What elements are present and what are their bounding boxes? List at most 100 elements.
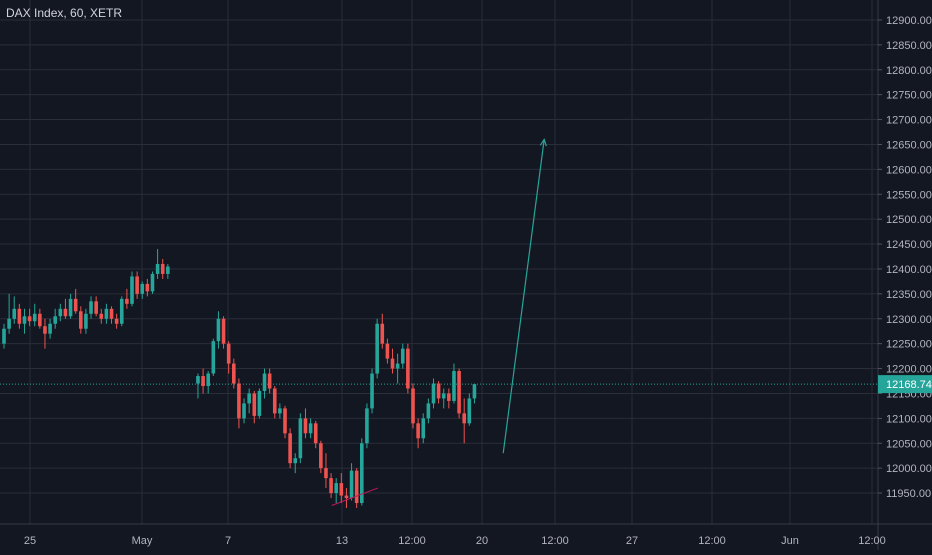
candle [53,308,57,329]
y-tick-label: 12600.00 [886,164,932,176]
candle [125,288,129,309]
candle [313,420,318,449]
x-tick-label: 20 [476,535,488,547]
candle [421,413,426,444]
x-tick-label: 25 [24,535,36,547]
trend-line [331,487,378,506]
candle-body [114,318,119,324]
candle-body [237,383,241,419]
candle [262,368,267,399]
x-tick-label: 12:00 [398,535,426,547]
candle [17,303,22,329]
candle [303,408,308,439]
candle-body [462,413,466,424]
candle [390,348,395,374]
arrow-head [539,138,547,147]
candle-body [22,316,27,324]
candle [104,303,109,324]
candle-body [298,418,303,459]
candle-body [242,403,246,419]
candle [89,296,93,319]
candle [452,363,456,404]
candle [58,303,63,322]
candle [370,368,374,414]
candle-body [145,283,150,292]
candle-body [79,311,83,329]
x-tick-label: 7 [225,535,231,547]
candle [278,403,282,419]
y-tick-label: 12850.00 [886,40,932,52]
candle [257,388,262,419]
candle [196,373,200,399]
candle [145,278,150,297]
candle-body [84,313,88,329]
y-tick-label: 12300.00 [886,314,932,326]
x-tick-label: 27 [626,535,638,547]
candle [63,298,68,319]
y-tick-label: 12800.00 [886,65,932,77]
candle-body [365,408,369,444]
candle [406,343,410,394]
candle [365,403,369,449]
candle-body [267,373,272,389]
y-tick-label: 12250.00 [886,339,932,351]
candle [395,353,400,384]
candle-body [32,313,37,322]
candle [385,338,390,364]
candle [293,453,298,474]
candle [380,313,385,349]
candle-body [43,326,47,334]
candle [242,398,246,424]
candle [247,388,251,414]
candle-body [89,301,93,314]
candle [27,308,32,327]
candle-body [262,373,267,391]
candle [94,296,98,317]
candle-body [390,358,395,369]
y-tick-label: 12050.00 [886,438,932,450]
candle [109,306,114,324]
candle [436,381,441,404]
candle-body [431,383,436,404]
candle [354,468,359,508]
candle [221,316,226,349]
candle-body [375,323,379,374]
x-tick-label: 12:00 [858,535,886,547]
candle-body [247,393,251,404]
x-tick-label: Jun [781,535,799,547]
candle-body [48,323,52,334]
candle-body [457,371,461,414]
candle-body [196,376,200,384]
y-tick-label: 12650.00 [886,139,932,151]
candle-body [308,423,313,434]
candle-body [99,313,104,319]
candle-body [313,423,318,444]
candle-body [360,443,364,504]
candle-body [283,408,287,434]
candle-body [12,308,17,319]
candle [32,303,37,327]
candle-body [221,318,226,344]
candle [457,368,461,419]
candle-body [201,376,205,386]
candle-body [58,308,63,317]
candle [48,318,52,339]
candle [426,398,431,424]
candle [283,405,287,439]
candle-body [426,403,431,419]
candle-body [63,308,68,317]
candle-body [447,393,451,401]
candle [99,308,104,324]
candle-body [155,263,160,274]
candle-body [319,443,323,469]
candle [155,249,160,279]
candle [400,343,405,369]
x-tick-label: May [132,535,153,547]
candle [130,271,134,307]
candle-body [206,373,210,386]
candle [288,428,292,469]
candle-body [339,483,344,496]
candle-body [303,418,308,434]
